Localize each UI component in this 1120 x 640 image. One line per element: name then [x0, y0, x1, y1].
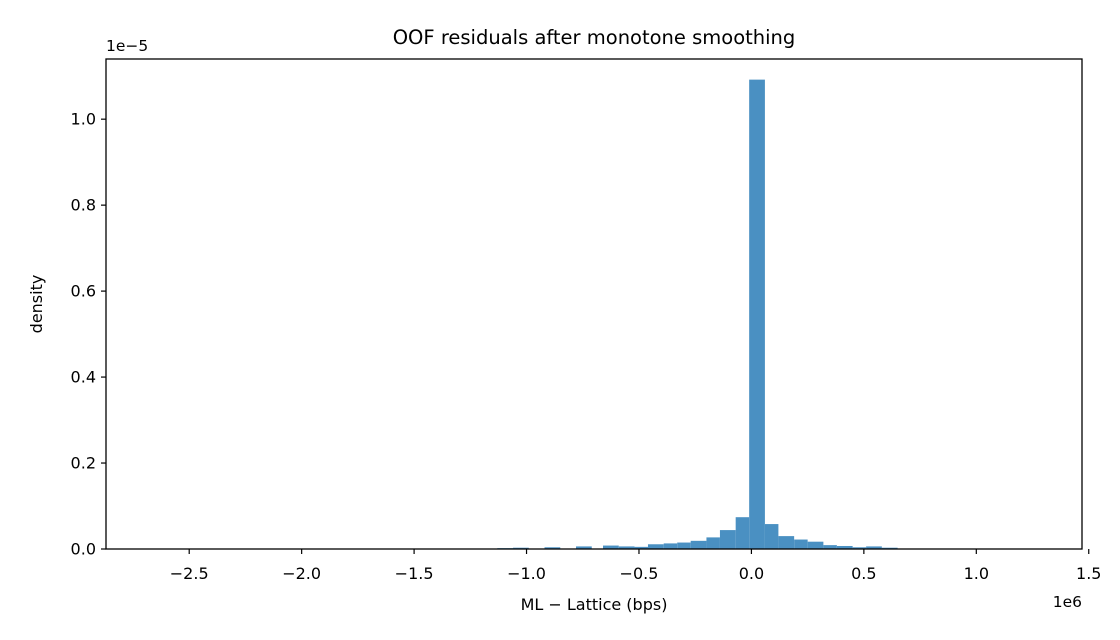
histogram-bar — [866, 546, 882, 549]
y-tick-label: 1.0 — [71, 110, 96, 129]
x-tick-label: −1.0 — [507, 564, 546, 583]
x-tick-label: 0.0 — [739, 564, 764, 583]
histogram-bar — [852, 547, 867, 549]
histogram-bar — [749, 79, 765, 549]
histogram-bars — [497, 79, 898, 549]
histogram-bar — [690, 540, 707, 549]
x-tick-label: −0.5 — [620, 564, 659, 583]
histogram-bar — [544, 547, 561, 549]
histogram-bar — [719, 530, 736, 549]
x-tick-label: −1.5 — [395, 564, 434, 583]
histogram-bar — [663, 543, 678, 549]
y-tick-label: 0.2 — [71, 454, 96, 473]
plot-frame — [105, 58, 1083, 550]
histogram-bar — [634, 546, 648, 549]
y-offset-label: 1e−5 — [106, 37, 148, 55]
x-axis-label: ML − Lattice (bps) — [521, 595, 668, 614]
histogram-bar — [794, 539, 808, 549]
histogram-bar — [706, 537, 720, 549]
histogram-bar — [807, 541, 824, 549]
x-offset-label: 1e6 — [1053, 593, 1082, 611]
y-axis-label: density — [27, 275, 46, 334]
y-tick-label: 0.8 — [71, 196, 96, 215]
x-tick-label: 0.5 — [851, 564, 876, 583]
y-tick-label: 0.6 — [71, 282, 96, 301]
histogram-bar — [735, 517, 750, 549]
y-tick-label: 0.4 — [71, 368, 96, 387]
chart-title: OOF residuals after monotone smoothing — [393, 26, 796, 49]
histogram-bar — [576, 546, 592, 549]
x-tick-label: 1.5 — [1076, 564, 1101, 583]
x-axis-ticks: −2.5 −2.0 −1.5 −1.0 −0.5 0.0 0.5 1.0 1.5 — [170, 549, 1101, 583]
histogram-bar — [647, 544, 664, 549]
y-axis-ticks: 0.0 0.2 0.4 0.6 0.8 1.0 — [71, 110, 106, 559]
x-tick-label: 1.0 — [964, 564, 989, 583]
histogram-bar — [836, 545, 853, 549]
histogram-bar — [778, 536, 795, 549]
y-tick-label: 0.0 — [71, 540, 96, 559]
histogram-bar — [823, 545, 837, 549]
histogram-bar — [677, 542, 691, 549]
histogram-bar — [764, 524, 779, 549]
x-tick-label: −2.0 — [282, 564, 321, 583]
x-tick-label: −2.5 — [170, 564, 209, 583]
histogram-bar — [618, 546, 635, 549]
histogram-bar — [603, 545, 619, 549]
